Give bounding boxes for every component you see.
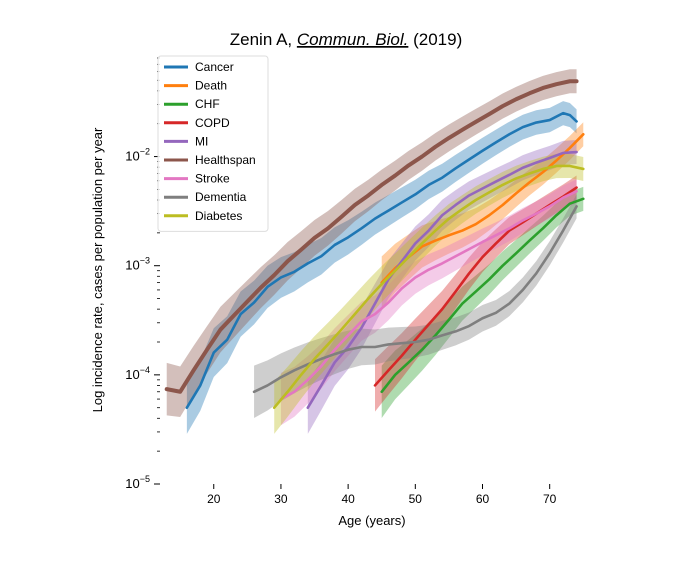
x-tick-label-60: 60	[476, 492, 490, 506]
series-line-cancer	[185, 111, 578, 410]
legend-label-mi: MI	[195, 134, 208, 148]
legend-box	[157, 55, 269, 232]
y-axis-label: Log incidence rate, cases per population…	[90, 127, 105, 412]
axes: 20 30 40 50 60 70 10−5 10−4 10−3 10−2	[125, 57, 557, 506]
x-tick-label-40: 40	[341, 492, 355, 506]
series-line-diabetes	[272, 164, 585, 410]
band-death	[381, 122, 584, 309]
band-chf	[381, 186, 584, 418]
x-axis-label: Age (years)	[338, 513, 405, 528]
title-author: Zenin A,	[230, 30, 292, 49]
y-tick-label-0: 10−5	[125, 474, 150, 491]
legend-label-diabetes: Diabetes	[195, 209, 242, 223]
x-tick-label-70: 70	[543, 492, 557, 506]
chart-title: Zenin A, Commun. Biol. (2019)	[230, 30, 462, 49]
series-line-mi	[306, 150, 578, 410]
title-journal: Commun. Biol.	[297, 30, 408, 49]
band-copd	[375, 175, 577, 412]
band-cancer	[186, 101, 577, 434]
x-tick-label-50: 50	[409, 492, 423, 506]
band-stroke	[280, 179, 577, 426]
title-year: (2019)	[413, 30, 462, 49]
legend-label-cancer: Cancer	[195, 60, 234, 74]
legend-label-stroke: Stroke	[195, 172, 230, 186]
legend-label-death: Death	[195, 79, 227, 93]
legend: Cancer Death CHF COPD MI Healthspan Stroke Deme…	[157, 55, 269, 232]
legend-label-healthspan: Healthspan	[195, 153, 256, 167]
x-tick-label-30: 30	[274, 492, 288, 506]
series-line-dementia	[252, 205, 578, 394]
band-mi	[307, 140, 577, 434]
y-tick-label-3: 10−2	[125, 147, 150, 164]
y-tick-label-1: 10−4	[125, 365, 150, 382]
y-tick-label-2: 10−3	[125, 256, 150, 273]
legend-label-chf: CHF	[195, 97, 220, 111]
legend-label-dementia: Dementia	[195, 190, 247, 204]
legend-label-copd: COPD	[195, 116, 230, 130]
series-line-chf	[380, 197, 585, 394]
plot-area	[164, 69, 585, 434]
series-line-healthspan	[164, 79, 579, 394]
x-tick-label-20: 20	[207, 492, 221, 506]
